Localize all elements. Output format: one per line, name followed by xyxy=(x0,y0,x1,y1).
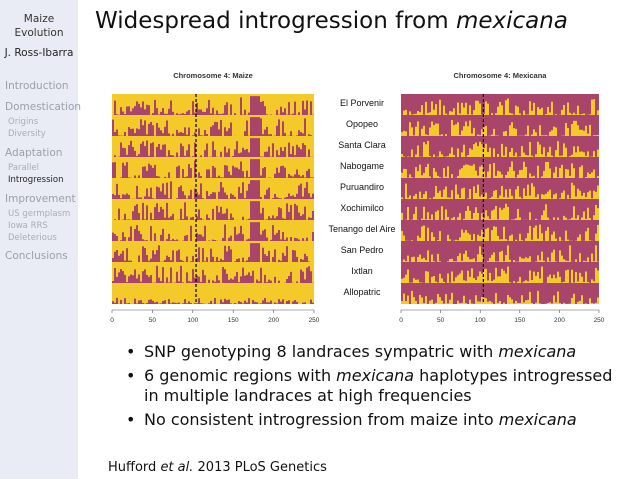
maize-panel: Chromosome 4: Maize050100150200250Mb xyxy=(110,71,320,324)
bullet-dot: • xyxy=(126,342,136,361)
introgression-track xyxy=(112,201,314,220)
population-label: Nabogame xyxy=(340,161,384,171)
nav-sub-us-germplasm[interactable]: US germplasm xyxy=(8,209,71,219)
introgression-track xyxy=(112,138,314,157)
introgression-track xyxy=(112,159,314,178)
introgression-track xyxy=(112,265,314,283)
x-tick-label: 150 xyxy=(228,317,239,324)
population-label: El Porvenir xyxy=(340,98,384,108)
introgression-track xyxy=(401,203,599,220)
introgression-track xyxy=(112,222,314,241)
citation-journal: 2013 PLoS Genetics xyxy=(193,460,327,475)
population-label: Opopeo xyxy=(346,119,378,129)
introgression-track xyxy=(401,224,599,241)
bullet-text-end: haplotypes introgressed in multiple land… xyxy=(144,366,613,405)
introgression-track xyxy=(401,140,599,157)
bullet-text: No consistent introgression from maize i… xyxy=(144,410,499,429)
nav-section-domestication[interactable]: Domestication xyxy=(5,101,82,113)
nav-section-conclusions[interactable]: Conclusions xyxy=(5,250,68,262)
nav-sub-iowa-rrs[interactable]: Iowa RRS xyxy=(8,221,48,231)
bullet-item: • SNP genotyping 8 landraces sympatric wi… xyxy=(122,342,622,362)
bullet-species: mexicana xyxy=(498,342,577,361)
population-label: Santa Clara xyxy=(338,140,386,150)
nav-sub-introgression[interactable]: Introgression xyxy=(8,175,64,185)
citation-author: Hufford xyxy=(108,460,161,475)
population-label: Ixtlan xyxy=(351,266,373,276)
citation: Hufford et al. 2013 PLoS Genetics xyxy=(108,460,327,475)
x-tick-label: 100 xyxy=(475,317,486,324)
population-label: Xochimilco xyxy=(340,203,384,213)
slide-title-text: Widespread introgression from xyxy=(95,8,456,34)
x-tick-label: 200 xyxy=(554,317,565,324)
x-tick-label: 0 xyxy=(399,317,403,324)
bullet-list: • SNP genotyping 8 landraces sympatric wi… xyxy=(122,342,622,434)
introgression-track xyxy=(112,117,314,136)
nav-sub-parallel[interactable]: Parallel xyxy=(8,163,39,173)
nav-sub-diversity[interactable]: Diversity xyxy=(8,129,46,139)
introgression-track xyxy=(401,245,599,262)
x-tick-label: 100 xyxy=(187,317,198,324)
bullet-text: SNP genotyping 8 landraces sympatric wit… xyxy=(144,342,499,361)
introgression-figure: Chromosome 4: Maize050100150200250Mb Chr… xyxy=(110,71,605,324)
introgression-track xyxy=(401,182,599,199)
citation-etal: et al. xyxy=(160,460,194,475)
population-label: Puruandiro xyxy=(340,182,384,192)
x-tick-label: 50 xyxy=(437,317,445,324)
bullet-dot: • xyxy=(126,366,136,385)
x-tick-label: 50 xyxy=(149,317,157,324)
bullet-species: mexicana xyxy=(336,366,415,385)
mexicana-panel: Chromosome 4: Mexicana050100150200250Mb xyxy=(399,71,605,324)
population-labels: El Porvenir Opopeo Santa Clara Nabogame Puru… xyxy=(328,98,395,297)
introgression-track xyxy=(112,297,314,304)
population-label: Tenango del Aire xyxy=(328,224,395,234)
bullet-text: 6 genomic regions with xyxy=(144,366,337,385)
slide-title-species: mexicana xyxy=(455,8,568,34)
nav-section-improvement[interactable]: Improvement xyxy=(5,193,76,205)
introgression-track xyxy=(401,120,599,136)
introgression-track xyxy=(401,98,599,115)
author-name: J. Ross-Ibarra xyxy=(4,47,74,59)
bullet-item: • No consistent introgression from maize … xyxy=(122,410,622,430)
introgression-track xyxy=(401,161,599,178)
x-tick-label: 250 xyxy=(309,317,320,324)
panel-title: Chromosome 4: Mexicana xyxy=(454,71,548,80)
slide-title: Widespread introgression from mexicana xyxy=(95,8,568,34)
sidebar: Maize Evolution J. Ross-Ibarra Introduct… xyxy=(0,0,82,479)
nav-section-introduction[interactable]: Introduction xyxy=(5,80,69,92)
population-label: San Pedro xyxy=(341,245,384,255)
x-tick-label: 0 xyxy=(110,317,114,324)
presentation-title-line2: Evolution xyxy=(14,27,64,39)
presentation-title-line1: Maize xyxy=(23,13,55,25)
introgression-track xyxy=(112,243,314,262)
nav-sub-deleterious[interactable]: Deleterious xyxy=(8,233,57,243)
introgression-track xyxy=(401,266,599,283)
x-tick-label: 150 xyxy=(514,317,525,324)
population-label: Allopatric xyxy=(343,287,381,297)
nav-sub-origins[interactable]: Origins xyxy=(8,117,39,127)
nav-section-adaptation[interactable]: Adaptation xyxy=(5,147,63,159)
panel-title: Chromosome 4: Maize xyxy=(173,71,253,80)
introgression-track xyxy=(112,96,314,115)
introgression-track xyxy=(112,180,314,199)
bullet-dot: • xyxy=(126,410,136,429)
introgression-track xyxy=(401,290,599,304)
x-tick-label: 250 xyxy=(594,317,605,324)
x-tick-label: 200 xyxy=(268,317,279,324)
bullet-species: mexicana xyxy=(498,410,577,429)
bullet-item: • 6 genomic regions with mexicana haploty… xyxy=(122,366,622,406)
